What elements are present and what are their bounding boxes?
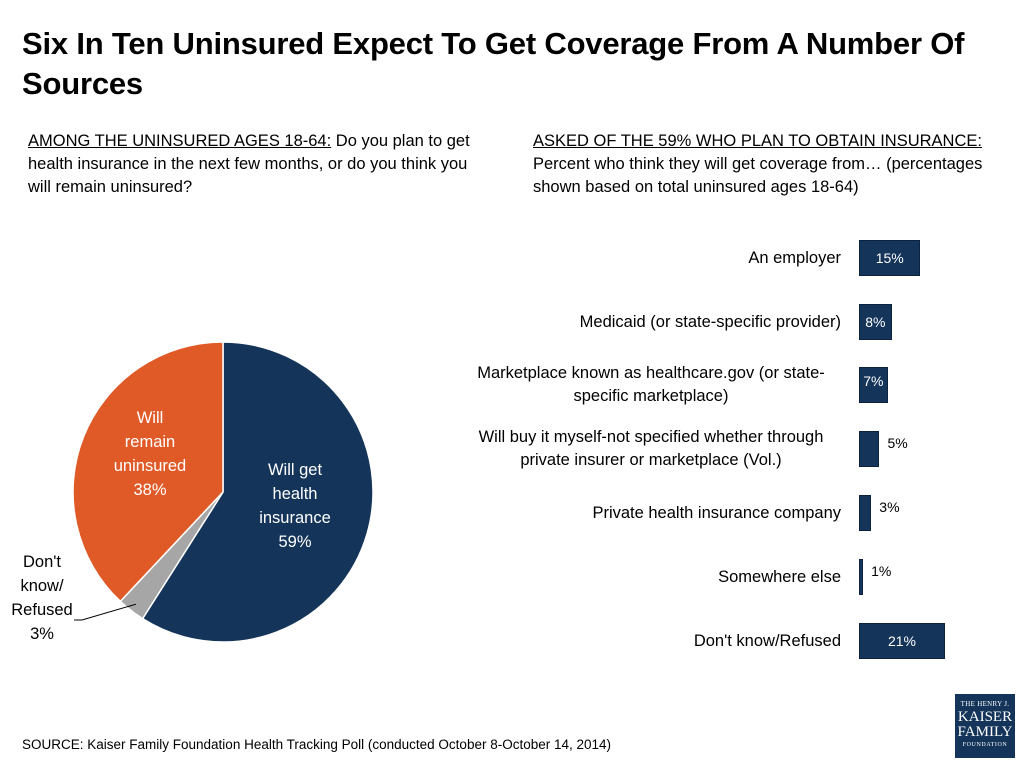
pie-chart: Will get health insurance 59% Don't know/Refu… [11,341,374,643]
bar [859,304,892,340]
left-question-text: Do you plan to get health insurance in t… [28,132,470,196]
bar-value-label: 15% [875,250,904,266]
logo-line1: THE HENRY J. [960,700,1010,708]
bar-category-label: An employer [748,248,841,267]
bar-value-label: 7% [863,373,884,389]
right-question-text: Percent who think they will get coverage… [533,155,983,196]
pie-leader-line [74,603,137,621]
bar-category-label: Don't know/Refused [693,631,841,650]
bar-value-label: 5% [887,435,908,451]
bar-category-label: Somewhere else [718,567,841,586]
logo-line3: FAMILY [957,724,1013,740]
right-question-lead: ASKED OF THE 59% WHO PLAN TO OBTAIN INSU… [533,132,982,150]
bar-category-label: Will buy it myself-not specified whether… [478,428,824,469]
bar-category-label: Private health insurance company [592,503,841,522]
bar [859,240,921,276]
pie-slice-will-get-insurance [141,341,374,643]
kff-logo: THE HENRY J. KAISER FAMILY FOUNDATION [955,694,1015,758]
pie-slice-remain-uninsured-label: Will remain uninsured 38% [114,409,186,499]
bar-category-label: Marketplace known as healthcare.gov (or … [477,364,825,405]
bar [859,367,888,403]
pie-slice-remain-uninsured [72,341,224,603]
left-question-lead: AMONG THE UNINSURED AGES 18-64: [28,132,332,150]
bar-value-label: 1% [871,563,892,579]
source-note: SOURCE: Kaiser Family Foundation Health … [22,737,612,752]
chart-title: Six In Ten Uninsured Expect To Get Cover… [22,26,965,101]
logo-line4: FOUNDATION [962,742,1008,748]
left-question: AMONG THE UNINSURED AGES 18-64: Do you p… [28,130,488,199]
bar [859,559,864,595]
bar-value-label: 21% [887,633,917,649]
bar [859,623,945,659]
pie-slice-dont-know-label: Don't know/Refused 3% [11,553,72,643]
bar [859,495,872,531]
bar [859,431,880,467]
bar-category-label: Medicaid (or state-specific provider) [579,312,841,331]
bar-value-label: 3% [879,499,900,515]
pie-slice-will-get-insurance-label: Will get health insurance 59% [259,461,331,551]
bar-value-label: 8% [865,314,886,330]
right-question: ASKED OF THE 59% WHO PLAN TO OBTAIN INSU… [533,130,993,199]
logo-line2: KAISER [957,709,1013,725]
